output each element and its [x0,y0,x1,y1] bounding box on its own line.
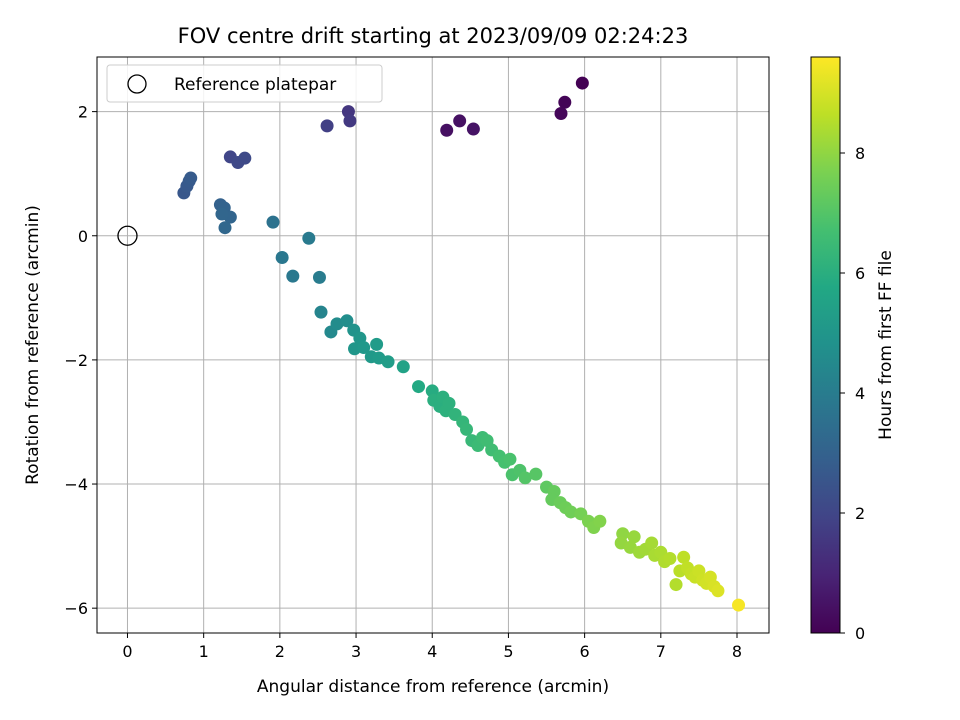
y-tick-label: −6 [64,599,88,618]
x-tick-label: 8 [732,642,742,661]
reference-marker [117,225,138,246]
legend-label: Reference platepar [174,75,336,95]
chart-title: FOV centre drift starting at 2023/09/09 … [178,24,689,48]
data-point [286,269,300,283]
colorbar-label: Hours from first FF file [876,250,896,440]
data-point [554,106,568,120]
x-tick-label: 0 [122,642,132,661]
data-point [215,207,229,221]
colorbar-tick-label: 0 [855,624,865,643]
data-point [663,552,677,566]
reference-point [117,225,138,246]
data-point [218,221,232,235]
y-tick-label: −2 [64,351,88,370]
grid-lines [97,57,769,633]
y-tick-label: 2 [78,103,88,122]
data-point [669,578,683,592]
data-point [453,114,467,128]
x-tick-label: 6 [580,642,590,661]
y-axis-label: Rotation from reference (arcmin) [23,205,43,485]
y-tick-label: 0 [78,227,88,246]
colorbar-tick-label: 6 [855,264,865,283]
data-point [320,119,334,133]
data-point [732,598,746,612]
data-point [340,314,354,328]
x-tick-label: 3 [351,642,361,661]
data-points [177,76,746,612]
data-point [440,123,454,137]
x-axis-label: Angular distance from reference (arcmin) [257,677,609,697]
data-point [396,360,410,374]
x-axis-ticks: 0 1 2 3 4 5 6 7 8 [122,633,742,661]
data-point [370,337,384,351]
data-point [564,505,578,519]
x-tick-label: 7 [656,642,666,661]
colorbar [810,56,841,634]
data-point [503,452,517,466]
data-point [412,380,426,394]
data-point [312,270,326,284]
legend-marker [127,74,147,94]
data-point [518,471,532,485]
data-point [460,422,474,436]
data-point [575,76,589,90]
x-tick-label: 4 [427,642,437,661]
data-point [266,215,280,229]
data-point [529,467,543,481]
plot-frame [96,56,770,634]
data-point [314,305,328,319]
data-point [711,584,725,598]
data-point [593,514,607,528]
data-point [442,396,456,410]
data-point [330,317,344,331]
y-axis-ticks: 2 0 −2 −4 −6 [64,103,97,618]
colorbar-tick-label: 8 [855,144,865,163]
y-tick-label: −4 [64,475,88,494]
data-point [466,122,480,136]
colorbar-tick-label: 2 [855,504,865,523]
data-point [275,250,289,264]
colorbar-ticks: 0 2 4 6 8 [840,144,865,643]
x-tick-label: 2 [275,642,285,661]
data-point [677,550,691,564]
legend: Reference platepar [106,64,383,103]
data-point [627,530,641,544]
data-point [645,536,659,550]
data-point [302,231,316,245]
x-tick-label: 1 [199,642,209,661]
data-point [558,95,572,109]
data-point [343,114,357,128]
data-point [238,151,252,165]
data-point [357,340,371,354]
data-point [381,355,395,369]
colorbar-tick-label: 4 [855,384,865,403]
legend-box [106,64,383,103]
x-tick-label: 5 [503,642,513,661]
data-point [184,171,198,185]
